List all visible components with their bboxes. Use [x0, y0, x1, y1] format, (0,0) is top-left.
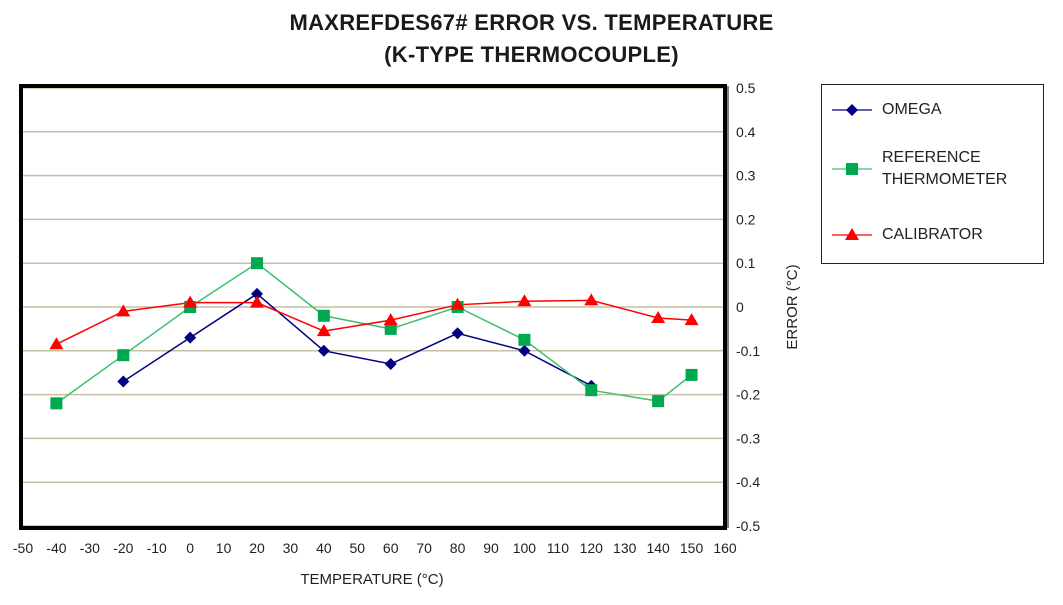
x-tick-label: 150: [680, 540, 704, 556]
data-point-calibrator: [383, 313, 398, 326]
y-tick-label: 0.4: [736, 124, 756, 140]
square-marker-icon: [832, 163, 872, 175]
y-tick-label: -0.3: [736, 430, 760, 446]
x-tick-label: -10: [147, 540, 167, 556]
y-tick-label: -0.2: [736, 387, 760, 403]
data-point-calibrator: [684, 313, 699, 326]
series-markers: [49, 257, 699, 410]
x-tick-label: 80: [450, 540, 466, 556]
diamond-marker-icon: [832, 104, 872, 116]
series-lines: [55, 262, 693, 404]
y-tick-label: 0.3: [736, 168, 756, 184]
x-axis-label: TEMPERATURE (°C): [300, 571, 443, 588]
y-tick-label: -0.4: [736, 474, 760, 490]
data-point-reference-thermometer: [117, 349, 130, 362]
x-tick-label: 70: [416, 540, 432, 556]
series-line-omega: [122, 292, 592, 387]
x-tick-label: 100: [513, 540, 537, 556]
y-tick-label: 0: [736, 299, 744, 315]
x-tick-label: 60: [383, 540, 399, 556]
data-point-reference-thermometer: [251, 257, 263, 270]
data-point-omega: [251, 287, 263, 300]
x-tick-label: 50: [349, 540, 365, 556]
data-point-reference-thermometer: [585, 384, 598, 397]
x-tick-label: 130: [613, 540, 637, 556]
x-tick-label: 30: [283, 540, 299, 556]
x-tick-label: 140: [646, 540, 670, 556]
legend-label-line2: THERMOMETER: [882, 171, 1008, 188]
x-tick-label: 40: [316, 540, 332, 556]
data-point-calibrator: [183, 295, 198, 308]
y-axis-label: ERROR (°C): [784, 264, 801, 349]
data-point-calibrator: [584, 293, 599, 306]
legend-label-omega: OMEGA: [882, 101, 942, 118]
series-line-reference-thermometer: [55, 262, 693, 404]
x-tick-label: 120: [580, 540, 604, 556]
x-tick-label: -30: [80, 540, 100, 556]
triangle-marker-icon: [832, 228, 872, 240]
data-point-calibrator: [49, 337, 64, 350]
legend-label-reference-thermometer: REFERENCE THERMOMETER: [882, 147, 1007, 191]
data-point-reference-thermometer: [317, 309, 330, 322]
y-tick-label: 0.5: [736, 80, 756, 96]
data-point-calibrator: [116, 304, 131, 317]
y-tick-labels: 0.5 0.4 0.3 0.2 0.1 0 -0.1 -0.2 -0.3 -0.4 -0.5: [736, 80, 760, 534]
chart-title: MAXREFDES67# ERROR VS. TEMPERATURE: [289, 10, 774, 35]
x-tick-label: 160: [713, 540, 737, 556]
x-tick-label: -40: [46, 540, 66, 556]
x-tick-label: 110: [547, 540, 570, 556]
legend-item-omega: OMEGA: [830, 99, 942, 121]
data-point-omega: [384, 357, 397, 370]
data-point-omega: [451, 327, 464, 340]
data-point-calibrator: [250, 295, 264, 308]
data-point-calibrator: [651, 310, 666, 323]
y-tick-label: -0.1: [736, 343, 760, 359]
data-point-calibrator: [450, 297, 465, 310]
x-tick-label: 20: [249, 540, 265, 556]
x-tick-label: 90: [483, 540, 499, 556]
data-point-omega: [117, 375, 130, 388]
data-point-reference-thermometer: [384, 322, 397, 335]
x-tick-label: 0: [186, 540, 194, 556]
data-point-reference-thermometer: [518, 333, 531, 346]
chart-subtitle: (K-TYPE THERMOCOUPLE): [384, 42, 679, 67]
x-tick-label: -50: [13, 540, 33, 556]
data-point-reference-thermometer: [685, 368, 698, 381]
y-tick-label: 0.1: [736, 255, 756, 271]
legend-item-reference-thermometer: REFERENCE THERMOMETER: [830, 147, 1007, 191]
y-tick-label: 0.2: [736, 211, 756, 227]
legend-item-calibrator: CALIBRATOR: [830, 224, 983, 246]
data-point-omega: [518, 344, 531, 357]
grid-lines: [23, 87, 725, 527]
x-tick-label: 10: [216, 540, 232, 556]
legend: OMEGA REFERENCE THERMOMETER CALIBRATOR: [821, 84, 1044, 264]
x-tick-label: -20: [113, 540, 133, 556]
data-point-reference-thermometer: [652, 395, 665, 408]
legend-label-calibrator: CALIBRATOR: [882, 226, 983, 243]
data-point-omega: [184, 331, 197, 344]
x-tick-labels: -50 -40 -30 -20 -10 0 10 20 30 40 50 60 70 80 90 100 110…: [13, 540, 737, 556]
legend-label-line1: REFERENCE: [882, 149, 981, 166]
data-point-calibrator: [316, 324, 331, 337]
y-tick-label: -0.5: [736, 518, 760, 534]
data-point-calibrator: [517, 294, 532, 307]
data-point-omega: [317, 344, 330, 357]
data-point-reference-thermometer: [50, 397, 63, 410]
plot-frame: [19, 84, 727, 530]
